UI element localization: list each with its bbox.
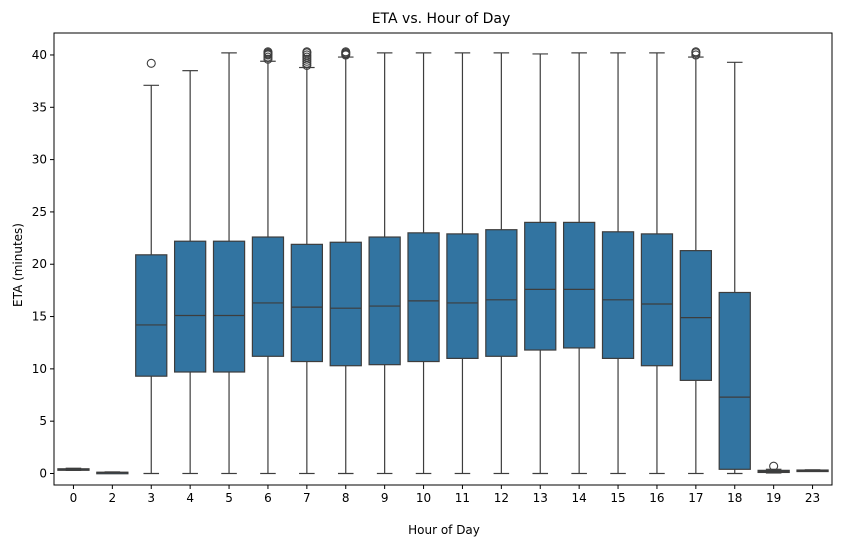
x-tick-label: 8 [342,491,350,505]
y-tick-label: 30 [32,153,47,167]
box-body [173,240,207,373]
x-tick-label: 12 [494,491,509,505]
x-tick-label: 5 [225,491,233,505]
box-18 [718,61,751,475]
x-tick-label: 2 [109,491,117,505]
x-axis: 0 2 3 4 5 6 7 8 9 10 11 12 13 14 15 16 17 18 19 23 [70,485,820,505]
y-tick-label: 15 [32,310,47,324]
x-tick-label: 15 [610,491,625,505]
x-tick-label: 7 [303,491,311,505]
box-body [640,233,674,367]
box-19 [757,461,790,474]
box-body [251,236,285,357]
box-13 [524,53,557,475]
box-body [679,250,713,381]
box-body [562,221,596,349]
box-12 [485,52,518,475]
x-tick-label: 0 [70,491,78,505]
box-body [601,231,635,359]
box-4 [173,70,207,475]
box-2 [96,471,129,475]
y-tick-label: 10 [32,362,47,376]
x-tick-label: 18 [727,491,742,505]
box-body [135,254,168,377]
box-14 [562,52,596,475]
box-10 [407,52,440,475]
x-tick-label: 10 [416,491,431,505]
y-axis-label: ETA (minutes) [11,223,25,307]
x-tick-label: 13 [533,491,548,505]
y-axis: 0 5 10 15 20 25 30 35 40 [32,48,54,480]
box-body [407,232,440,363]
x-tick-label: 23 [805,491,820,505]
x-tick-label: 14 [572,491,587,505]
outlier-point [341,47,351,57]
x-axis-label: Hour of Day [408,523,480,537]
box-body [718,291,751,470]
y-tick-label: 25 [32,205,47,219]
box-body [212,240,246,373]
x-tick-label: 4 [186,491,194,505]
x-tick-label: 16 [649,491,664,505]
y-tick-label: 5 [39,414,47,428]
box-8 [329,47,362,475]
box-16 [640,52,674,475]
box-body [290,243,324,363]
outlier-point [146,58,156,68]
outlier-point [302,47,312,57]
outlier-point [263,47,273,57]
x-tick-label: 17 [688,491,703,505]
outlier-point [769,461,779,471]
box-6 [251,47,285,475]
box-15 [601,52,635,475]
box-body [446,233,479,359]
plot-frame [53,32,833,486]
x-tick-label: 3 [147,491,155,505]
box-7 [290,47,324,475]
x-tick-label: 9 [381,491,389,505]
chart-title: ETA vs. Hour of Day [372,11,511,27]
y-tick-label: 40 [32,48,47,62]
y-tick-label: 35 [32,100,47,114]
y-tick-label: 20 [32,257,47,271]
box-body [485,229,518,357]
box-5 [212,52,246,475]
box-body [368,236,401,366]
x-tick-label: 11 [455,491,470,505]
box-body [524,221,557,351]
box-9 [368,52,401,475]
x-tick-label: 6 [264,491,272,505]
box-23 [796,469,829,473]
y-tick-label: 0 [39,466,47,480]
box-11 [446,52,479,475]
outlier-point [691,47,701,57]
box-0 [57,467,90,471]
plot-area [57,47,829,475]
box-17 [679,47,713,475]
x-tick-label: 19 [766,491,781,505]
box-3 [135,58,168,475]
box-body [329,241,362,367]
